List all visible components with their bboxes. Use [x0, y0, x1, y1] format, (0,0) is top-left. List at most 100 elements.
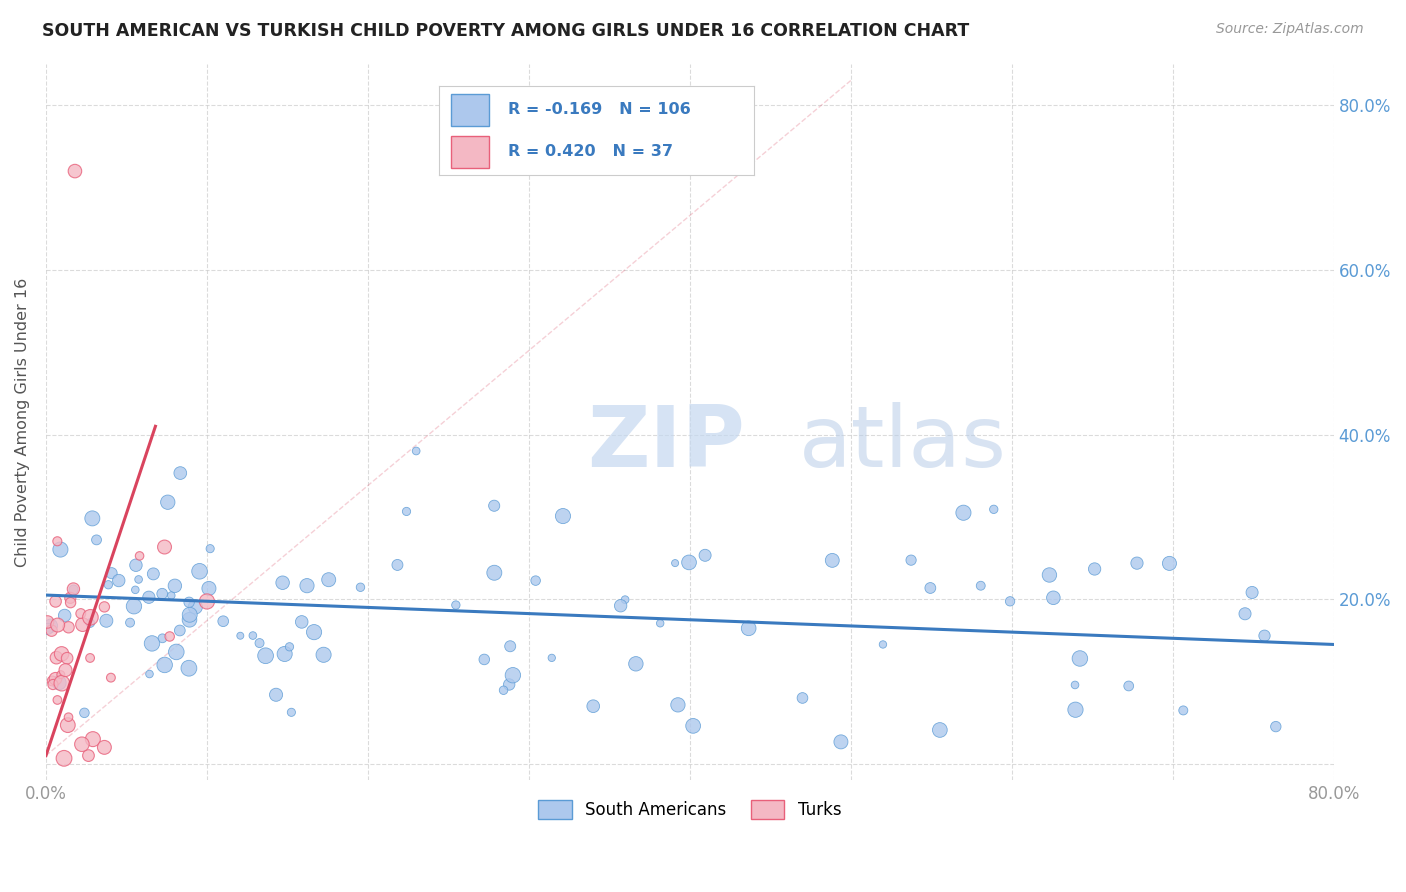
Point — [82, 732, 104, 747]
Point — [188, 564, 211, 578]
Point — [46, 534, 69, 549]
Point — [97, 578, 120, 592]
Point — [179, 607, 201, 622]
Point — [62, 582, 84, 597]
Point — [46, 618, 69, 632]
Point — [970, 579, 993, 593]
Point — [212, 614, 235, 628]
Point — [152, 632, 174, 646]
Text: atlas: atlas — [799, 402, 1007, 485]
Point — [79, 610, 101, 624]
Point — [73, 706, 96, 720]
Point — [128, 573, 150, 587]
Point — [983, 502, 1005, 516]
Point — [998, 594, 1021, 608]
Point — [153, 540, 176, 554]
Point — [678, 556, 700, 570]
Point — [582, 699, 605, 714]
Point — [198, 541, 221, 556]
Point — [41, 673, 63, 688]
Point — [93, 740, 115, 755]
Point — [1253, 629, 1275, 643]
Point — [273, 647, 295, 661]
Point — [472, 652, 495, 666]
Point — [405, 444, 427, 458]
Point — [49, 542, 72, 557]
Point — [291, 615, 314, 629]
Point — [682, 719, 704, 733]
Point — [666, 698, 689, 712]
Y-axis label: Child Poverty Among Girls Under 16: Child Poverty Among Girls Under 16 — [15, 277, 30, 566]
Point — [59, 596, 82, 610]
Point — [295, 579, 318, 593]
Point — [37, 622, 59, 636]
Point — [492, 683, 515, 698]
Point — [125, 558, 148, 573]
Point — [56, 718, 79, 732]
Point — [792, 690, 814, 705]
Legend: South Americans, Turks: South Americans, Turks — [531, 793, 848, 826]
Point — [142, 566, 165, 581]
Point — [695, 549, 717, 563]
Point — [141, 636, 163, 650]
Point — [82, 511, 104, 525]
Point — [229, 629, 252, 643]
Point — [169, 466, 191, 480]
Point — [1038, 568, 1060, 582]
Point — [120, 615, 142, 630]
Point — [53, 751, 76, 765]
Point — [51, 676, 73, 690]
Point — [928, 723, 950, 737]
Point — [153, 657, 176, 672]
Point — [46, 693, 69, 707]
Point — [69, 607, 91, 621]
Point — [58, 710, 80, 724]
Text: SOUTH AMERICAN VS TURKISH CHILD POVERTY AMONG GIRLS UNDER 16 CORRELATION CHART: SOUTH AMERICAN VS TURKISH CHILD POVERTY … — [42, 22, 969, 40]
Point — [302, 625, 325, 640]
Point — [124, 582, 146, 597]
Point — [128, 549, 150, 563]
Point — [93, 599, 115, 614]
Point — [122, 599, 145, 614]
Point — [242, 629, 264, 643]
Point — [79, 615, 101, 630]
Point — [198, 582, 221, 596]
Point — [872, 637, 894, 651]
Point — [179, 613, 201, 627]
Point — [540, 651, 562, 665]
Point — [1069, 651, 1091, 665]
Point — [159, 630, 181, 644]
Point — [77, 748, 100, 763]
Point — [58, 620, 80, 634]
Point — [387, 558, 409, 572]
Point — [664, 556, 686, 570]
Point — [482, 499, 505, 513]
Point — [55, 663, 77, 677]
Point — [920, 581, 942, 595]
Point — [278, 640, 301, 654]
Point — [264, 688, 287, 702]
Point — [444, 598, 467, 612]
Point — [45, 594, 67, 608]
Point — [502, 668, 524, 682]
Point — [163, 579, 186, 593]
Point — [1042, 591, 1064, 605]
Point — [1118, 679, 1140, 693]
Point — [312, 648, 335, 662]
Point — [165, 645, 187, 659]
Point — [41, 624, 63, 638]
Point — [484, 566, 506, 580]
Point — [79, 651, 101, 665]
Point — [49, 667, 72, 681]
Text: Source: ZipAtlas.com: Source: ZipAtlas.com — [1216, 22, 1364, 37]
Point — [614, 592, 637, 607]
Point — [53, 608, 76, 623]
Point — [100, 671, 122, 685]
Point — [138, 667, 160, 681]
Point — [48, 675, 70, 690]
Point — [39, 618, 62, 632]
Point — [1084, 562, 1107, 576]
Point — [1241, 585, 1264, 599]
Point — [254, 648, 277, 663]
Point — [100, 566, 122, 581]
